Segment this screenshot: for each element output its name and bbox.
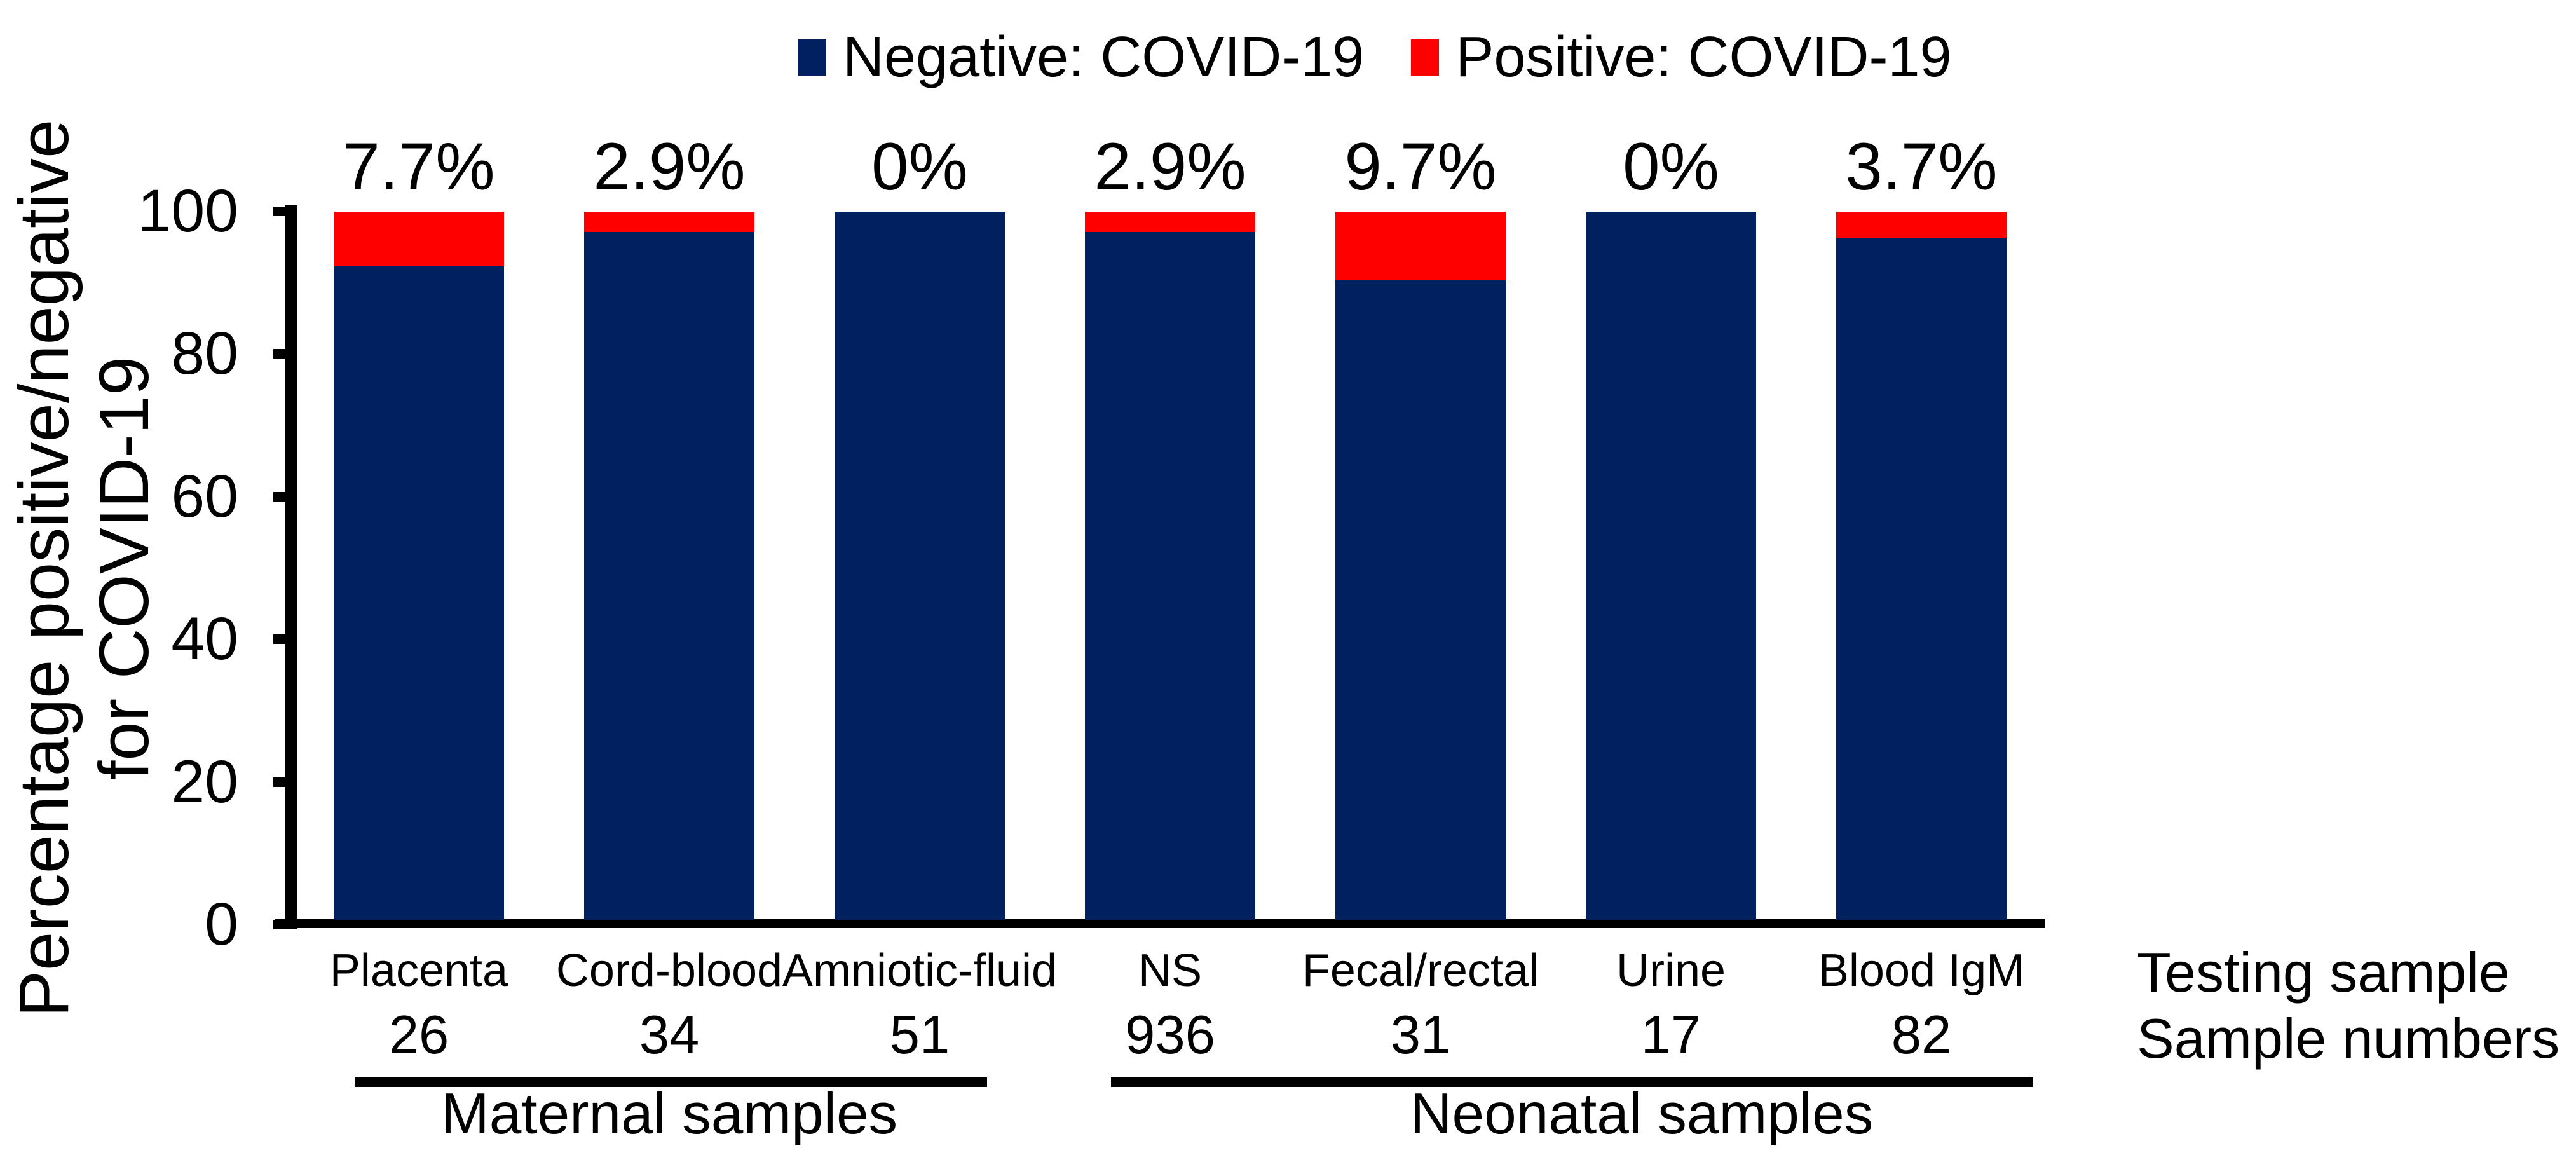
bar-negative-cord-blood — [584, 232, 754, 920]
chart-legend: Negative: COVID-19 Positive: COVID-19 — [798, 22, 1952, 93]
bar-negative-ns — [1085, 232, 1255, 920]
bar-positive-ns — [1085, 212, 1255, 232]
category-label-5: Fecal/rectal — [1302, 945, 1539, 996]
testing-sample-caption: Testing sample — [2137, 941, 2510, 1004]
sample-number-label-6: 17 — [1640, 1005, 1701, 1065]
y-tick-mark-40 — [273, 634, 297, 645]
bar-negative-urine — [1586, 212, 1756, 920]
sample-number-label-1: 26 — [388, 1005, 449, 1065]
sample-numbers-caption: Sample numbers — [2137, 1007, 2560, 1070]
legend-label-positive: Positive: COVID-19 — [1455, 25, 1952, 89]
legend-label-negative: Negative: COVID-19 — [843, 25, 1365, 89]
positive-rate-label-1: 7.7% — [343, 130, 495, 204]
bar-negative-placenta — [334, 266, 504, 920]
group-underline-1 — [355, 1077, 987, 1087]
bar-negative-fecal-rectal — [1335, 280, 1506, 920]
y-tick-label-80: 80 — [171, 320, 238, 388]
positive-rate-label-2: 2.9% — [593, 130, 746, 204]
group-label-2: Neonatal samples — [1410, 1082, 1874, 1146]
y-tick-mark-20 — [273, 777, 297, 787]
bar-negative-amniotic-fluid — [835, 212, 1005, 920]
y-tick-label-100: 100 — [137, 177, 238, 245]
y-tick-label-60: 60 — [171, 462, 238, 530]
group-underline-2 — [1111, 1077, 2033, 1087]
y-tick-mark-80 — [273, 349, 297, 359]
positive-rate-label-4: 2.9% — [1094, 130, 1246, 204]
bar-positive-fecal-rectal — [1335, 212, 1506, 280]
y-tick-label-40: 40 — [171, 605, 238, 673]
positive-series-swatch-icon — [1411, 39, 1440, 76]
positive-rate-label-3: 0% — [871, 130, 968, 204]
category-label-6: Urine — [1616, 945, 1726, 996]
positive-rate-label-5: 9.7% — [1344, 130, 1497, 204]
category-label-2: Cord-blood — [555, 945, 783, 996]
category-label-7: Blood IgM — [1818, 945, 2025, 996]
y-tick-label-0: 0 — [205, 891, 238, 958]
y-axis-line — [285, 205, 297, 928]
sample-number-label-7: 82 — [1891, 1005, 1952, 1065]
x-axis-baseline — [275, 919, 2045, 928]
y-tick-mark-60 — [273, 491, 297, 502]
y-tick-label-20: 20 — [171, 748, 238, 816]
y-tick-mark-100 — [273, 207, 297, 216]
group-label-1: Maternal samples — [440, 1082, 898, 1146]
positive-rate-label-6: 0% — [1623, 130, 1719, 204]
sample-number-label-5: 31 — [1390, 1005, 1451, 1065]
legend-item-positive: Positive: COVID-19 — [1411, 22, 1952, 93]
y-tick-mark-0 — [273, 920, 297, 929]
sample-number-label-2: 34 — [639, 1005, 700, 1065]
bar-positive-blood-igm — [1836, 212, 2007, 238]
legend-item-negative: Negative: COVID-19 — [798, 22, 1364, 93]
sample-number-label-3: 51 — [889, 1005, 950, 1065]
negative-series-swatch-icon — [798, 39, 826, 76]
positive-rate-label-7: 3.7% — [1845, 130, 1998, 204]
category-label-3: Amniotic-fluid — [782, 945, 1058, 996]
category-label-1: Placenta — [329, 945, 508, 996]
bar-positive-placenta — [334, 212, 504, 266]
bar-negative-blood-igm — [1836, 238, 2007, 920]
sample-number-label-4: 936 — [1125, 1005, 1215, 1065]
category-label-4: NS — [1138, 945, 1203, 996]
bar-positive-cord-blood — [584, 212, 754, 232]
